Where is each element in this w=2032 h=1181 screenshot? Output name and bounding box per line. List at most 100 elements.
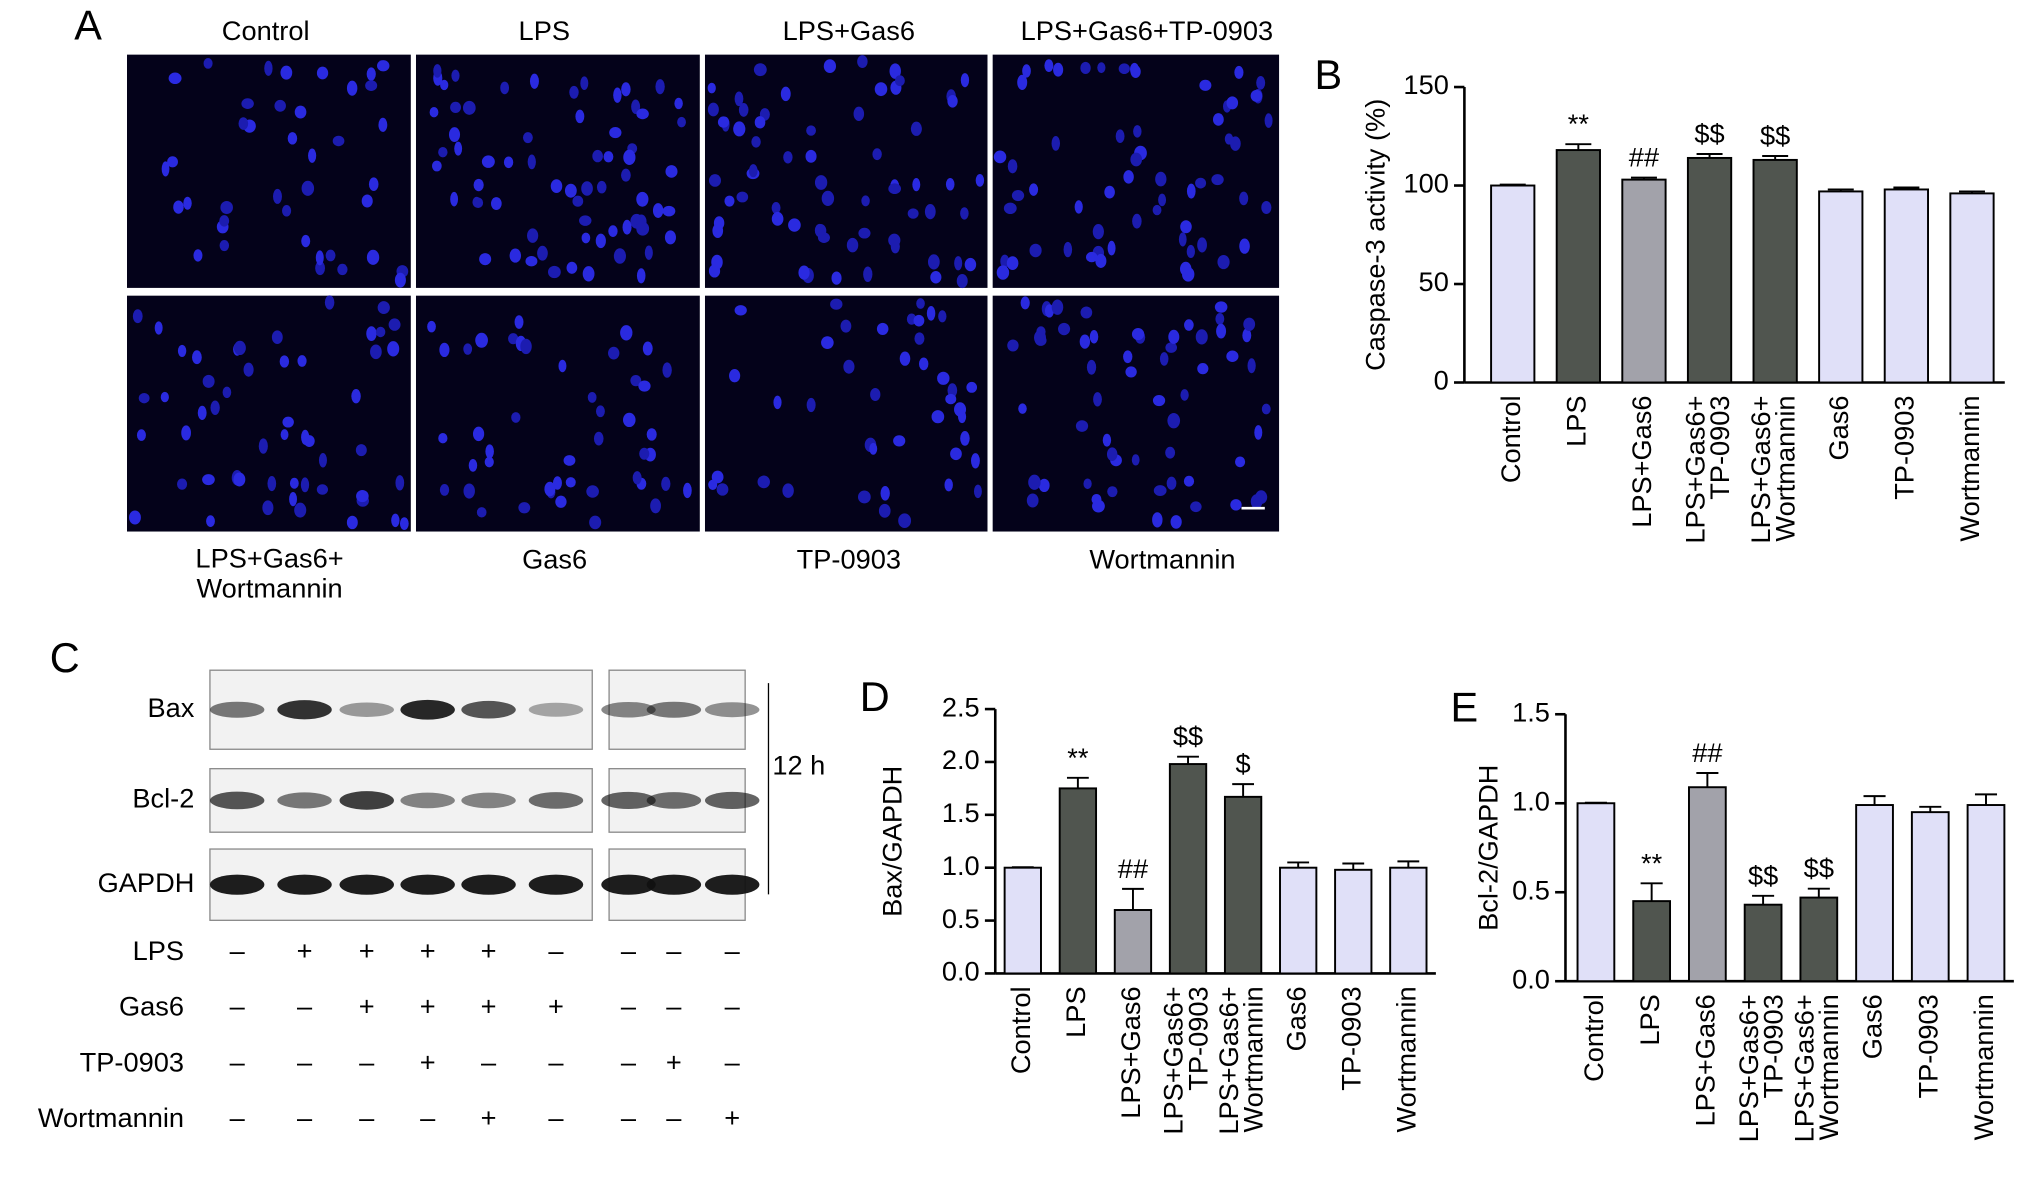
nucleus bbox=[463, 343, 473, 355]
nucleus bbox=[662, 362, 672, 378]
nucleus bbox=[1153, 485, 1167, 496]
bar bbox=[1279, 866, 1318, 975]
blot-label: Bax bbox=[148, 692, 195, 723]
nucleus bbox=[926, 305, 936, 321]
nucleus bbox=[206, 515, 215, 527]
nucleus bbox=[365, 80, 378, 91]
nucleus bbox=[642, 341, 653, 356]
nucleus bbox=[177, 344, 187, 358]
nucleus bbox=[918, 357, 929, 371]
treatment-sign: + bbox=[481, 935, 497, 966]
nucleus bbox=[757, 475, 770, 489]
nucleus bbox=[589, 515, 602, 530]
y-tick-label: 50 bbox=[1419, 266, 1449, 297]
nucleus bbox=[241, 98, 254, 109]
treatment-sign: – bbox=[725, 991, 741, 1022]
treatment-sign: + bbox=[481, 1102, 497, 1133]
nucleus bbox=[1083, 478, 1092, 490]
nucleus bbox=[861, 195, 870, 207]
nucleus bbox=[1183, 475, 1195, 487]
nucleus bbox=[993, 150, 1007, 164]
nucleus bbox=[468, 458, 478, 472]
nucleus bbox=[708, 174, 722, 187]
treatment-sign: – bbox=[548, 935, 564, 966]
nucleus bbox=[438, 147, 448, 158]
significance-label: ## bbox=[1629, 142, 1659, 173]
x-tick-label: Gas6 bbox=[1857, 994, 1888, 1059]
blot-band bbox=[601, 701, 656, 718]
nucleus bbox=[544, 481, 556, 497]
treatment-sign: – bbox=[230, 935, 246, 966]
blot-band bbox=[400, 874, 455, 895]
nucleus bbox=[500, 81, 510, 95]
nucleus bbox=[572, 195, 584, 207]
image-label: Wortmannin bbox=[1089, 544, 1235, 575]
nucleus bbox=[665, 165, 678, 178]
nucleus bbox=[1165, 342, 1178, 353]
nucleus bbox=[582, 266, 595, 282]
nucleus bbox=[1011, 190, 1025, 202]
nucleus bbox=[1123, 170, 1134, 184]
nucleus bbox=[377, 301, 390, 315]
x-tick-label: LPS bbox=[1060, 986, 1091, 1037]
nucleus bbox=[1226, 350, 1239, 362]
nucleus bbox=[1086, 359, 1097, 375]
nucleus bbox=[593, 431, 604, 446]
treatment-sign: – bbox=[359, 1102, 375, 1133]
nucleus bbox=[1095, 253, 1107, 268]
nucleus bbox=[514, 315, 524, 329]
treatment-sign: – bbox=[230, 1102, 246, 1133]
nucleus bbox=[355, 444, 367, 457]
nucleus bbox=[1123, 350, 1133, 364]
blot-band bbox=[400, 792, 455, 809]
panel-label: B bbox=[1314, 51, 1342, 98]
nucleus bbox=[581, 181, 593, 196]
bar bbox=[1743, 903, 1783, 983]
nucleus bbox=[197, 405, 207, 420]
nucleus bbox=[1044, 59, 1054, 72]
nucleus bbox=[552, 476, 562, 490]
treatment-sign: – bbox=[725, 935, 741, 966]
nucleus bbox=[814, 175, 828, 190]
x-tick-label: LPS+Gas6 bbox=[1115, 986, 1146, 1118]
nucleus bbox=[863, 266, 873, 282]
nucleus bbox=[1167, 412, 1181, 429]
nucleus bbox=[550, 179, 563, 194]
significance-label: $$ bbox=[1173, 721, 1203, 752]
nucleus bbox=[1180, 389, 1189, 401]
error-bar bbox=[1696, 153, 1723, 158]
treatment-label: LPS bbox=[133, 935, 184, 966]
nucleus bbox=[734, 91, 744, 107]
nucleus bbox=[1168, 329, 1180, 344]
nucleus bbox=[161, 161, 170, 177]
nucleus bbox=[472, 426, 485, 442]
micrograph bbox=[415, 295, 700, 532]
nucleus bbox=[1125, 366, 1137, 378]
panel-label: C bbox=[50, 634, 80, 681]
nucleus bbox=[888, 233, 901, 247]
nucleus bbox=[622, 412, 636, 428]
nucleus bbox=[846, 237, 859, 253]
nucleus bbox=[712, 223, 724, 239]
error-bar bbox=[1640, 882, 1663, 902]
treatment-label: Wortmannin bbox=[38, 1102, 184, 1133]
nucleus bbox=[652, 203, 664, 218]
nucleus bbox=[595, 233, 606, 249]
bar bbox=[1883, 188, 1929, 384]
treatment-sign: – bbox=[297, 1102, 313, 1133]
nucleus bbox=[1020, 296, 1030, 310]
nucleus bbox=[267, 476, 277, 492]
nucleus bbox=[944, 478, 953, 492]
nucleus bbox=[433, 64, 442, 78]
nucleus bbox=[674, 97, 683, 110]
nucleus bbox=[966, 381, 978, 393]
nucleus bbox=[954, 256, 963, 271]
nucleus bbox=[644, 245, 653, 260]
nucleus bbox=[960, 207, 969, 220]
y-tick-label: 2.0 bbox=[942, 744, 980, 775]
nucleus bbox=[916, 298, 925, 309]
time-label: 12 h bbox=[772, 750, 825, 781]
error-bar bbox=[1232, 783, 1255, 797]
blot-band bbox=[528, 792, 584, 809]
nucleus bbox=[264, 60, 273, 76]
